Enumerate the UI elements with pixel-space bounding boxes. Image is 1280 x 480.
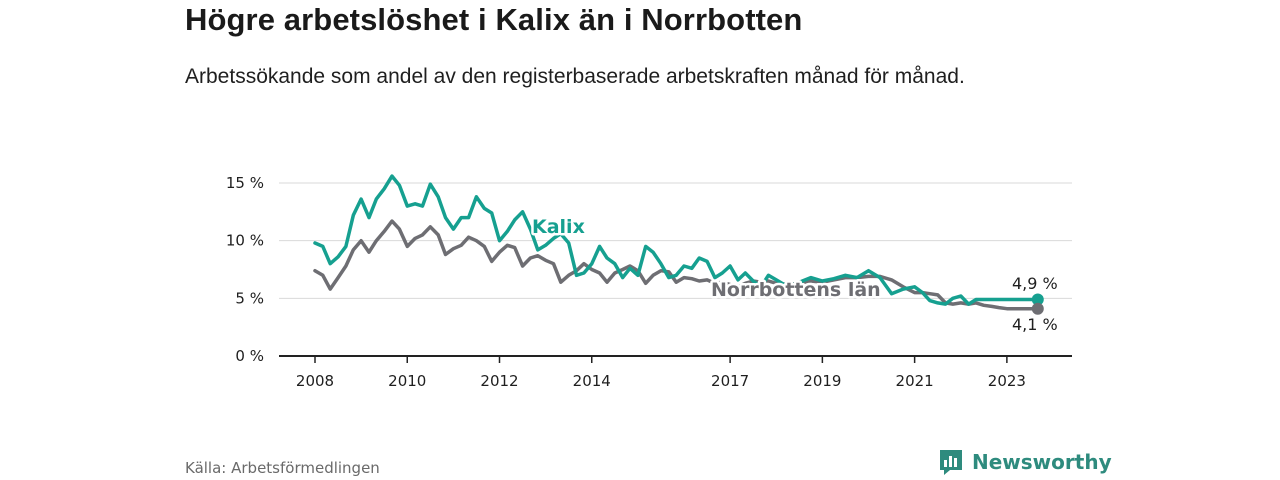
x-tick-label: 2014	[573, 372, 611, 390]
source-note: Källa: Arbetsförmedlingen	[185, 459, 380, 477]
end-marker-kalix	[1031, 293, 1044, 306]
end-marker-norrbotten	[1031, 302, 1044, 315]
x-tick-label: 2017	[711, 372, 749, 390]
chart-title: Högre arbetslöshet i Kalix än i Norrbott…	[185, 2, 803, 37]
series-label-norrbotten: Norrbottens län	[711, 279, 881, 301]
x-tick-label: 2021	[896, 372, 934, 390]
x-tick-label: 2008	[296, 372, 334, 390]
brand-name: Newsworthy	[972, 450, 1112, 474]
bar-chart-icon	[940, 450, 962, 475]
brand-logo[interactable]: Newsworthy	[938, 448, 1112, 476]
x-tick-label: 2023	[988, 372, 1026, 390]
y-tick-label: 0 %	[235, 347, 264, 365]
x-tick-label: 2010	[388, 372, 426, 390]
series-line-kalix	[313, 174, 1040, 306]
x-tick-label: 2019	[803, 372, 841, 390]
y-tick-label: 10 %	[226, 232, 264, 250]
x-tick-label: 2012	[480, 372, 518, 390]
y-tick-label: 5 %	[235, 289, 264, 307]
series-label-kalix: Kalix	[532, 216, 585, 238]
y-tick-label: 15 %	[226, 174, 264, 192]
series-line-norrbotten	[313, 219, 1040, 311]
end-label-norrbotten: 4,1 %	[1012, 315, 1058, 334]
chart-subtitle: Arbetssökande som andel av den registerb…	[185, 65, 965, 88]
end-label-kalix: 4,9 %	[1012, 274, 1058, 293]
